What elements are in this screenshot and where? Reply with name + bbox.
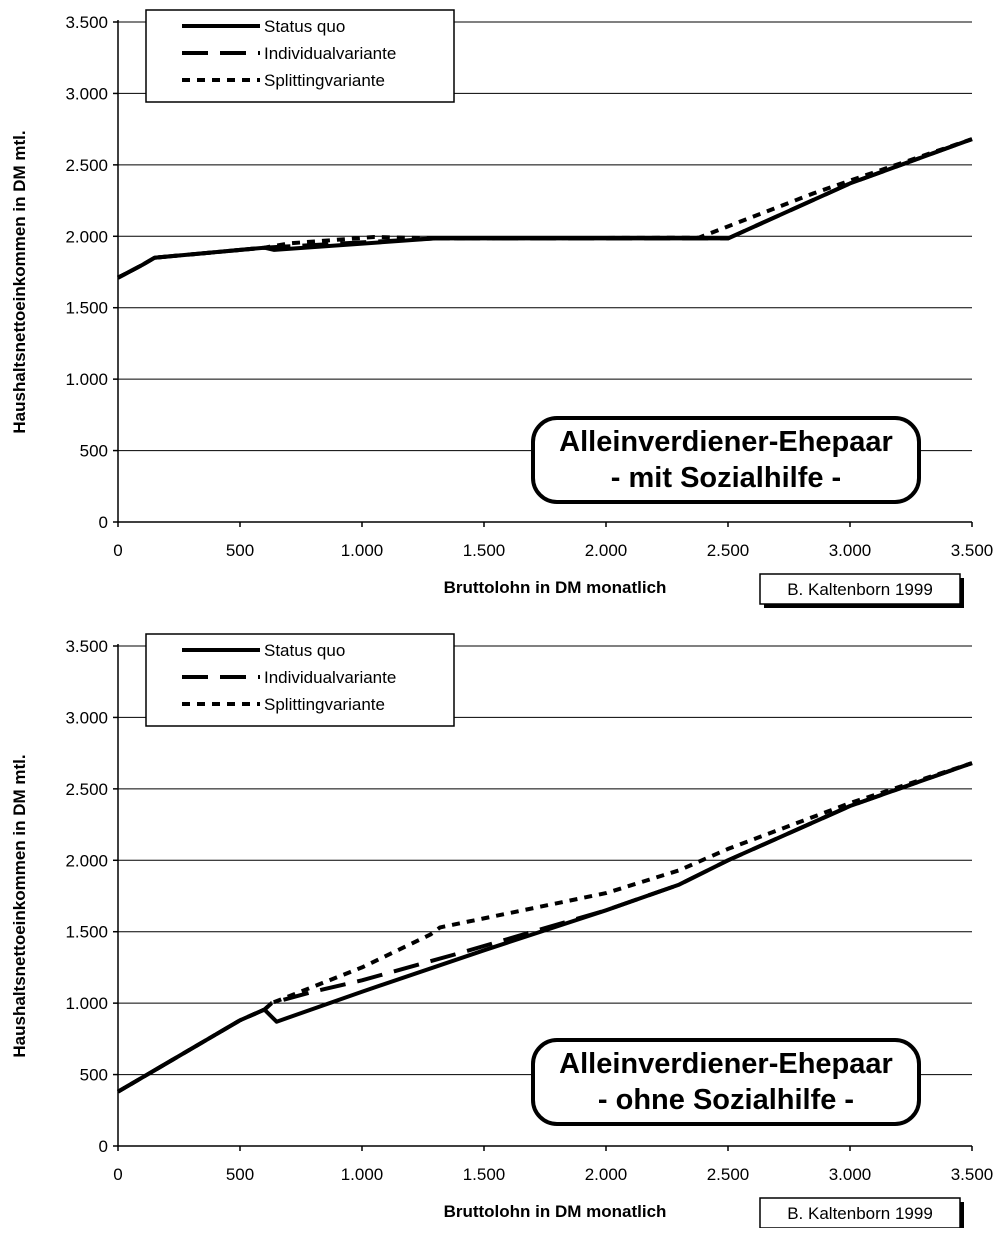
credit-box [759, 1197, 961, 1229]
annotation-line: Alleinverdiener-Ehepaar [559, 426, 893, 458]
x-tick-label: 2.500 [707, 541, 750, 560]
legend: Status quo Individualvariante Splittingvar… [145, 633, 455, 727]
legend-label: Individualvariante [264, 44, 396, 63]
x-axis-title: Bruttolohn in DM monatlich [444, 1202, 667, 1221]
y-tick-label: 2.000 [65, 851, 108, 870]
series-line-splittingvariante [117, 137, 973, 280]
legend-label: Status quo [264, 641, 345, 660]
y-tick-label: 500 [80, 442, 108, 461]
legend-label: Individualvariante [264, 668, 396, 687]
x-tick-label: 2.000 [585, 541, 628, 560]
y-tick-label: 1.500 [65, 299, 108, 318]
x-tick-label: 500 [226, 541, 254, 560]
annotation-line: - mit Sozialhilfe - [611, 462, 841, 494]
annotation-box [531, 416, 921, 504]
x-tick-label: 0 [113, 541, 122, 560]
y-tick-label: 1.000 [65, 370, 108, 389]
y-tick-label: 0 [99, 1137, 108, 1156]
legend-label: Splittingvariante [264, 71, 385, 90]
y-axis-title: Haushaltsnettoeinkommen in DM mtl. [10, 130, 29, 433]
annotation: Alleinverdiener-Ehepaar - mit Sozialhilfe… [531, 416, 921, 504]
annotation-box [531, 1038, 921, 1126]
credit-text: B. Kaltenborn 1999 [787, 580, 933, 599]
x-tick-label: 500 [226, 1165, 254, 1184]
chart-panel-1: 0 500 1.000 1.500 2.000 2.500 3.000 3.500 0 500 1.… [10, 9, 994, 608]
y-tick-label: 2.000 [65, 227, 108, 246]
y-tick-label: 0 [99, 513, 108, 532]
series-line-individualvariante [117, 137, 973, 280]
y-axis-title: Haushaltsnettoeinkommen in DM mtl. [10, 754, 29, 1057]
y-tick-label: 3.500 [65, 13, 108, 32]
y-tick-label: 1.000 [65, 994, 108, 1013]
y-tick-label: 3.000 [65, 84, 108, 103]
x-axis-title: Bruttolohn in DM monatlich [444, 578, 667, 597]
x-tick-label: 1.500 [463, 541, 506, 560]
annotation-line: - ohne Sozialhilfe - [598, 1084, 854, 1116]
x-tick-label: 1.500 [463, 1165, 506, 1184]
credit-text: B. Kaltenborn 1999 [787, 1204, 933, 1223]
chart-panel-2: 0 500 1.000 1.500 2.000 2.500 3.000 3.500 0 500 1.… [10, 633, 994, 1232]
y-tick-label: 2.500 [65, 156, 108, 175]
legend: Status quo Individualvariante Splittingvar… [145, 9, 455, 103]
annotation: Alleinverdiener-Ehepaar - ohne Sozialhilf… [531, 1038, 921, 1126]
x-tick-label: 3.000 [829, 541, 872, 560]
x-tick-label: 2.000 [585, 1165, 628, 1184]
legend-label: Status quo [264, 17, 345, 36]
y-tick-label: 3.000 [65, 708, 108, 727]
series-line-status-quo [117, 137, 973, 280]
x-tick-label: 3.500 [951, 541, 994, 560]
x-tick-label: 1.000 [341, 541, 384, 560]
legend-label: Splittingvariante [264, 695, 385, 714]
y-tick-label: 500 [80, 1066, 108, 1085]
y-tick-label: 3.500 [65, 637, 108, 656]
series-line-splittingvariante [116, 761, 973, 1094]
series-line-individualvariante [116, 761, 973, 1094]
x-tick-label: 3.500 [951, 1165, 994, 1184]
y-tick-label: 2.500 [65, 780, 108, 799]
x-tick-label: 0 [113, 1165, 122, 1184]
x-tick-label: 2.500 [707, 1165, 750, 1184]
x-tick-label: 1.000 [341, 1165, 384, 1184]
x-tick-label: 3.000 [829, 1165, 872, 1184]
y-tick-label: 1.500 [65, 923, 108, 942]
credit: B. Kaltenborn 1999 [759, 573, 964, 608]
annotation-line: Alleinverdiener-Ehepaar [559, 1048, 893, 1080]
credit: B. Kaltenborn 1999 [759, 1197, 964, 1232]
credit-box [759, 573, 961, 605]
